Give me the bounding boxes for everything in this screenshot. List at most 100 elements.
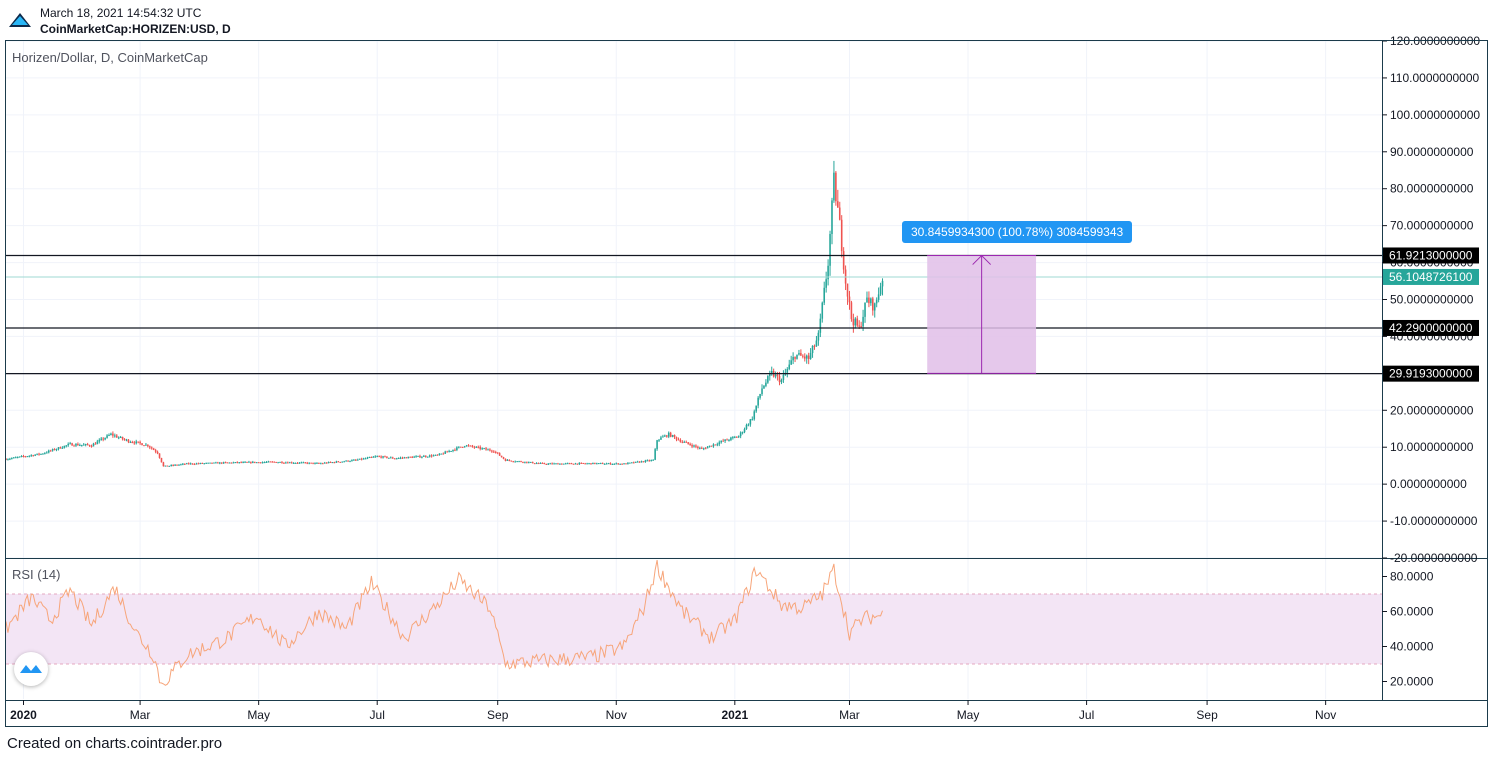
candle-body xyxy=(568,463,571,465)
candle-body xyxy=(34,454,36,456)
candle-body xyxy=(526,461,528,463)
candle-body xyxy=(114,435,116,437)
candle-body xyxy=(524,461,526,463)
candle-body xyxy=(285,462,287,464)
candle-body xyxy=(178,464,180,466)
candle-body xyxy=(432,455,435,457)
candle-body xyxy=(790,360,792,365)
candle-body xyxy=(572,463,575,465)
candle-body xyxy=(252,461,254,463)
candle-body xyxy=(487,449,489,451)
candle-body xyxy=(234,462,237,464)
rsi-tick-label: 20.0000 xyxy=(1390,675,1434,689)
candle-body xyxy=(450,450,452,452)
candle-body xyxy=(654,449,656,460)
candle-body xyxy=(358,458,361,460)
candle-body xyxy=(710,445,713,447)
candle-body xyxy=(185,463,188,465)
level-tag-bg xyxy=(1383,247,1479,264)
candle-body xyxy=(393,458,396,460)
candle-body xyxy=(745,424,748,430)
candle-body xyxy=(607,463,610,465)
candle-body xyxy=(562,463,565,465)
price-tick-label: 50.0000000000 xyxy=(1390,293,1474,307)
candle-body xyxy=(770,371,773,374)
time-tick-label: Mar xyxy=(130,708,151,722)
candle-body xyxy=(277,462,279,464)
candle-body xyxy=(566,463,569,465)
candle-body xyxy=(73,445,75,447)
candle-body xyxy=(817,332,820,341)
candle-body xyxy=(864,302,866,317)
candle-body xyxy=(149,446,151,448)
candle-body xyxy=(302,462,305,464)
candle-body xyxy=(463,446,466,448)
candle-body xyxy=(868,297,870,304)
candle-body xyxy=(671,435,674,437)
price-tick-label: 80.0000000000 xyxy=(1390,182,1474,196)
candle-body xyxy=(677,439,680,441)
candle-body xyxy=(86,444,89,446)
candle-body xyxy=(469,445,472,447)
level-tag: 29.9193000000 xyxy=(1389,367,1473,381)
candle-body xyxy=(407,456,410,459)
candle-body xyxy=(253,461,256,463)
time-tick-label: Jul xyxy=(370,708,385,722)
candle-body xyxy=(172,465,174,467)
candle-body xyxy=(819,318,822,333)
candle-body xyxy=(88,445,91,447)
level-tag: 61.9213000000 xyxy=(1389,248,1473,262)
candle-body xyxy=(596,463,598,465)
candle-body xyxy=(195,463,198,465)
candle-body xyxy=(327,461,330,464)
candle-body xyxy=(201,462,204,464)
candle-body xyxy=(259,462,262,464)
candle-body xyxy=(700,447,703,449)
candle-body xyxy=(287,462,289,464)
candle-body xyxy=(139,441,141,444)
candle-body xyxy=(160,457,163,463)
candle-body xyxy=(61,447,64,449)
candle-body xyxy=(133,442,136,444)
candle-body xyxy=(80,444,83,446)
candle-body xyxy=(759,394,761,398)
candle-body xyxy=(539,462,542,464)
candle-body xyxy=(14,457,17,459)
candle-body xyxy=(217,462,219,464)
candle-body xyxy=(438,453,441,455)
chart-header: March 18, 2021 14:54:32 UTC CoinMarketCa… xyxy=(40,5,231,37)
candle-body xyxy=(224,462,227,464)
candle-body xyxy=(681,441,684,443)
candle-body xyxy=(263,462,266,464)
candle-body xyxy=(448,450,450,452)
candle-body xyxy=(119,436,122,438)
candle-body xyxy=(143,445,145,447)
candle-body xyxy=(722,440,724,442)
candle-body xyxy=(211,462,213,464)
time-tick-label: Sep xyxy=(1196,708,1218,722)
candle-body xyxy=(51,449,54,451)
candle-body xyxy=(881,280,884,287)
candle-body xyxy=(378,456,380,458)
candle-body xyxy=(84,444,87,446)
candle-body xyxy=(292,462,295,464)
candle-body xyxy=(456,447,458,450)
time-tick-label: Jul xyxy=(1079,708,1094,722)
candle-body xyxy=(215,462,217,464)
candle-body xyxy=(850,302,853,320)
candle-body xyxy=(187,463,190,465)
price-tick-label: -10.0000000000 xyxy=(1390,514,1478,528)
price-tick-label: 10.0000000000 xyxy=(1390,440,1474,454)
price-pane-title: Horizen/Dollar, D, CoinMarketCap xyxy=(12,50,208,65)
candle-body xyxy=(67,443,69,446)
candle-body xyxy=(741,432,744,434)
candle-body xyxy=(557,463,559,465)
time-tick-label: 2021 xyxy=(721,708,748,722)
candle-body xyxy=(380,456,382,458)
candle-body xyxy=(664,435,666,437)
rsi-wave-button[interactable] xyxy=(14,652,48,686)
candle-body xyxy=(232,462,235,464)
candle-body xyxy=(18,456,21,458)
candle-body xyxy=(53,449,56,451)
